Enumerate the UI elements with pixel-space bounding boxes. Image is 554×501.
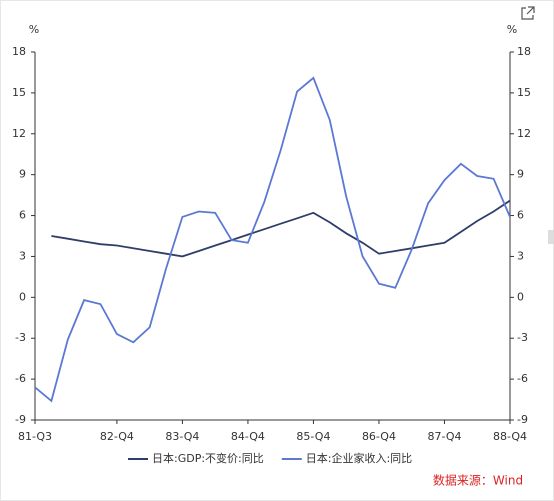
- x-tick-label: 83-Q4: [165, 430, 199, 443]
- y-tick-label: 0: [19, 290, 26, 303]
- y2-tick-label: 3: [517, 249, 524, 262]
- series-line: [34, 76, 511, 403]
- y-tick-label: -9: [15, 413, 26, 426]
- x-tick-label: 85-Q4: [296, 430, 330, 443]
- y-tick-label: 6: [19, 209, 26, 222]
- legend-label: 日本:GDP:不变价:同比: [152, 451, 264, 465]
- y2-tick-label: 6: [517, 209, 524, 222]
- y2-tick-label: -6: [517, 372, 528, 385]
- y2-tick-label: 9: [517, 168, 524, 181]
- y-unit: %: [29, 23, 39, 36]
- x-tick-label: 82-Q4: [100, 430, 134, 443]
- side-tab[interactable]: [548, 230, 554, 244]
- icon-arrow: [526, 6, 535, 15]
- y2-unit: %: [507, 23, 517, 36]
- expand-icon[interactable]: [521, 6, 535, 20]
- x-tick-label: 88-Q4: [493, 430, 527, 443]
- y2-tick-label: 12: [517, 127, 531, 140]
- y-tick-label: -6: [15, 372, 26, 385]
- legend-label: 日本:企业家收入:同比: [306, 451, 412, 465]
- x-tick-label: 81-Q3: [18, 430, 52, 443]
- y2-tick-label: -3: [517, 331, 528, 344]
- y-tick-label: 15: [12, 86, 26, 99]
- y-tick-label: 3: [19, 249, 26, 262]
- x-tick-label: 87-Q4: [427, 430, 461, 443]
- icon-box: [521, 7, 534, 20]
- y2-tick-label: 0: [517, 290, 524, 303]
- y-tick-label: 18: [12, 45, 26, 58]
- x-tick-label: 84-Q4: [231, 430, 265, 443]
- y-tick-label: 12: [12, 127, 26, 140]
- y2-tick-label: 15: [517, 86, 531, 99]
- series-line: [51, 199, 511, 258]
- y-tick-label: 9: [19, 168, 26, 181]
- y-tick-label: -3: [15, 331, 26, 344]
- source-note: 数据来源：Wind: [433, 473, 523, 488]
- y2-tick-label: 18: [517, 45, 531, 58]
- x-tick-label: 86-Q4: [362, 430, 396, 443]
- y2-tick-label: -9: [517, 413, 528, 426]
